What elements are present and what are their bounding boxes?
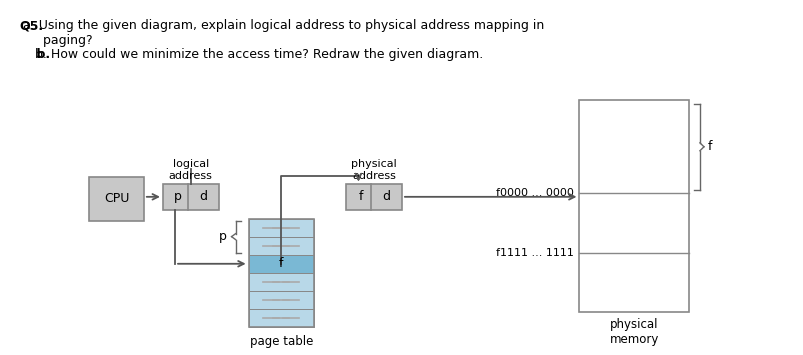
FancyBboxPatch shape — [346, 184, 402, 210]
Text: d: d — [199, 190, 207, 203]
FancyBboxPatch shape — [163, 184, 218, 210]
Text: f: f — [279, 257, 283, 270]
FancyBboxPatch shape — [248, 273, 314, 291]
FancyBboxPatch shape — [248, 237, 314, 255]
Text: a. Using the given diagram, explain logical address to physical address mapping : a. Using the given diagram, explain logi… — [19, 19, 544, 32]
Text: page table: page table — [250, 335, 312, 348]
Text: physical
memory: physical memory — [609, 318, 658, 346]
Text: Q5.: Q5. — [19, 19, 43, 32]
FancyBboxPatch shape — [248, 219, 314, 237]
FancyBboxPatch shape — [579, 100, 688, 312]
Text: b.: b. — [19, 48, 51, 61]
Text: p: p — [218, 230, 226, 243]
Text: CPU: CPU — [104, 192, 129, 205]
Text: f: f — [358, 190, 362, 203]
Text: p: p — [173, 190, 181, 203]
Text: paging?: paging? — [19, 34, 93, 47]
FancyBboxPatch shape — [248, 291, 314, 309]
Text: physical
address: physical address — [351, 159, 397, 181]
Text: f0000 ... 0000: f0000 ... 0000 — [495, 189, 573, 198]
FancyBboxPatch shape — [248, 309, 314, 327]
Text: d: d — [382, 190, 390, 203]
Text: f1111 ... 1111: f1111 ... 1111 — [495, 248, 573, 258]
Text: b. How could we minimize the access time? Redraw the given diagram.: b. How could we minimize the access time… — [19, 48, 483, 61]
Text: logical
address: logical address — [169, 159, 213, 181]
FancyBboxPatch shape — [248, 255, 314, 273]
Text: f: f — [707, 140, 711, 153]
FancyBboxPatch shape — [89, 177, 144, 220]
